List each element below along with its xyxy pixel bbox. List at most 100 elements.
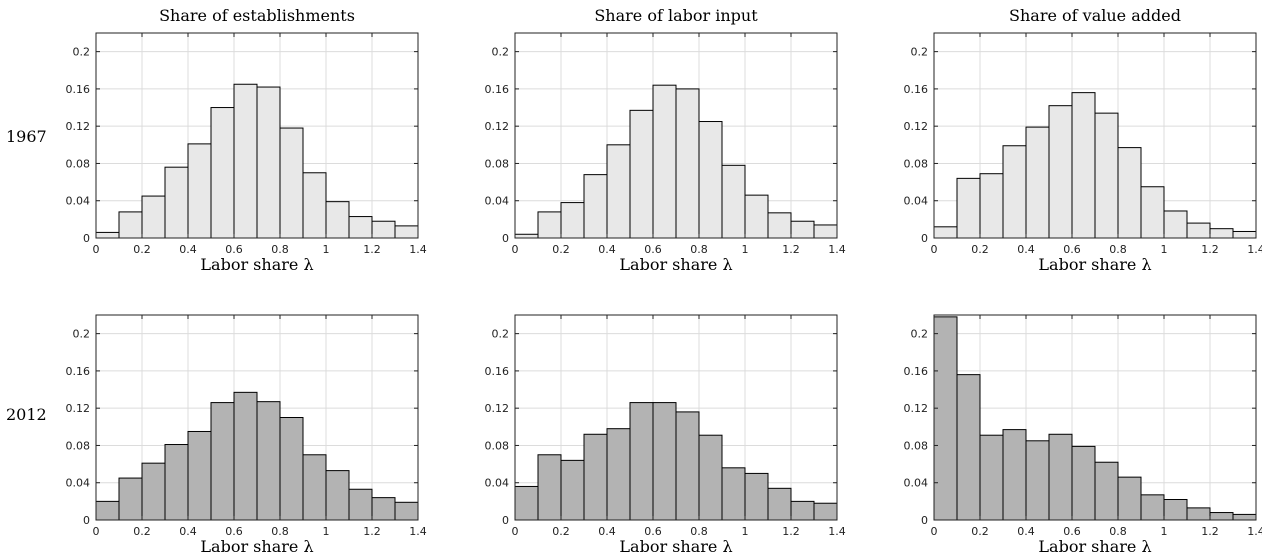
- histogram-bar: [560, 202, 585, 239]
- x-tick-label: 0.2: [133, 243, 151, 256]
- axes-box: [933, 314, 1257, 521]
- histogram-bar: [956, 177, 981, 239]
- histogram-bar: [118, 211, 143, 239]
- histogram-bar: [279, 417, 304, 521]
- row-label-1967: 1967: [6, 127, 47, 146]
- histogram-bar: [95, 231, 120, 239]
- y-tick-label: 0.2: [911, 46, 929, 59]
- y-tick-label: 0.12: [66, 402, 91, 415]
- y-tick-label: 0.16: [904, 83, 929, 96]
- histogram-bar: [1071, 445, 1096, 521]
- histogram-bar: [537, 454, 562, 521]
- histogram-bar: [514, 485, 539, 521]
- x-tick-label: 0: [931, 525, 938, 538]
- x-tick-label: 0.6: [644, 243, 662, 256]
- x-tick-label: 0.8: [271, 525, 289, 538]
- histogram-bar: [1232, 230, 1257, 239]
- y-tick-label: 0.04: [485, 477, 510, 490]
- axes-box: [514, 32, 838, 239]
- x-tick-label: 1.4: [1247, 525, 1262, 538]
- histogram-bar: [721, 164, 746, 239]
- y-tick-label: 0: [83, 232, 90, 245]
- y-tick-label: 0.08: [485, 157, 510, 170]
- histogram-bar: [302, 172, 327, 239]
- histogram-bar: [1048, 105, 1073, 239]
- y-tick-label: 0.12: [904, 402, 929, 415]
- axes-box: [95, 32, 419, 239]
- histogram-bar: [1094, 112, 1119, 239]
- histogram-bar: [537, 211, 562, 239]
- histogram-bar: [210, 402, 235, 521]
- histogram-bar: [1209, 512, 1234, 521]
- histogram-bar: [933, 226, 958, 239]
- histogram-bar: [767, 212, 792, 239]
- x-axis-label: Labor share λ: [1038, 255, 1151, 274]
- histogram-bar: [141, 462, 166, 521]
- x-tick-label: 0: [931, 243, 938, 256]
- axes-box: [514, 314, 838, 521]
- axes-box: [933, 32, 1257, 239]
- x-tick-label: 0.8: [690, 525, 708, 538]
- y-tick-label: 0.08: [66, 157, 91, 170]
- x-tick-label: 1.2: [782, 243, 800, 256]
- x-tick-label: 1.4: [828, 243, 846, 256]
- y-tick-label: 0.08: [66, 439, 91, 452]
- histogram-bar: [813, 502, 838, 521]
- histogram-panel: 0 0.2 0.4 0.6 0.8 1 1.2 1.4 0 0.04 0.08 0.12 0.16 0.2…: [904, 32, 1262, 274]
- histogram-bar: [1094, 461, 1119, 521]
- y-tick-label: 0.04: [485, 195, 510, 208]
- x-axis-label: Labor share λ: [200, 537, 313, 556]
- x-tick-label: 1.2: [782, 525, 800, 538]
- histogram-bar: [1140, 494, 1165, 521]
- x-tick-label: 1.4: [409, 243, 427, 256]
- x-tick-label: 1: [742, 243, 749, 256]
- x-tick-label: 1.4: [1247, 243, 1262, 256]
- y-tick-label: 0.16: [66, 365, 91, 378]
- column-title-establishments: Share of establishments: [159, 6, 355, 25]
- histogram-bar: [164, 444, 189, 521]
- histogram-bar: [302, 454, 327, 521]
- histogram-bar: [1048, 433, 1073, 521]
- histogram-bar: [141, 195, 166, 239]
- histogram-bar: [744, 194, 769, 239]
- y-tick-label: 0.16: [485, 83, 510, 96]
- x-tick-label: 1.4: [828, 525, 846, 538]
- column-title-value-added: Share of value added: [1009, 6, 1181, 25]
- histogram-bar: [560, 459, 585, 521]
- x-tick-label: 0.8: [690, 243, 708, 256]
- x-tick-label: 0.2: [552, 243, 570, 256]
- histogram-bar: [1163, 210, 1188, 239]
- histogram-bar: [1117, 147, 1142, 239]
- histogram-bar: [118, 477, 143, 521]
- histogram-bar: [721, 467, 746, 521]
- x-axis-label: Labor share λ: [619, 537, 732, 556]
- histogram-bar: [1002, 145, 1027, 239]
- x-tick-label: 0.6: [1063, 525, 1081, 538]
- x-tick-label: 1.2: [1201, 525, 1219, 538]
- histogram-bar: [675, 411, 700, 521]
- x-tick-label: 1: [323, 525, 330, 538]
- histogram-panel: 0 0.2 0.4 0.6 0.8 1 1.2 1.4 0 0.04 0.08 0.12 0.16 0.2…: [904, 314, 1262, 556]
- histogram-bar: [1209, 228, 1234, 239]
- histogram-bar: [348, 488, 373, 521]
- histogram-bar: [1025, 126, 1050, 239]
- histogram-bar: [933, 316, 958, 521]
- y-tick-label: 0.08: [485, 439, 510, 452]
- y-tick-label: 0.12: [66, 120, 91, 133]
- histogram-bar: [1025, 440, 1050, 521]
- histogram-bar: [1117, 476, 1142, 521]
- y-tick-label: 0.2: [73, 46, 91, 59]
- histogram-panel: 0 0.2 0.4 0.6 0.8 1 1.2 1.4 0 0.04 0.08 0.12 0.16 0.2…: [66, 314, 427, 556]
- histogram-bar: [767, 487, 792, 521]
- histogram-bar: [394, 225, 419, 239]
- x-tick-label: 0.4: [179, 243, 197, 256]
- x-tick-label: 0.2: [552, 525, 570, 538]
- x-tick-label: 1.4: [409, 525, 427, 538]
- x-tick-label: 1.2: [363, 243, 381, 256]
- histogram-bar: [348, 216, 373, 239]
- histogram-bar: [583, 433, 608, 521]
- histogram-bar: [1163, 499, 1188, 521]
- x-axis-label: Labor share λ: [1038, 537, 1151, 556]
